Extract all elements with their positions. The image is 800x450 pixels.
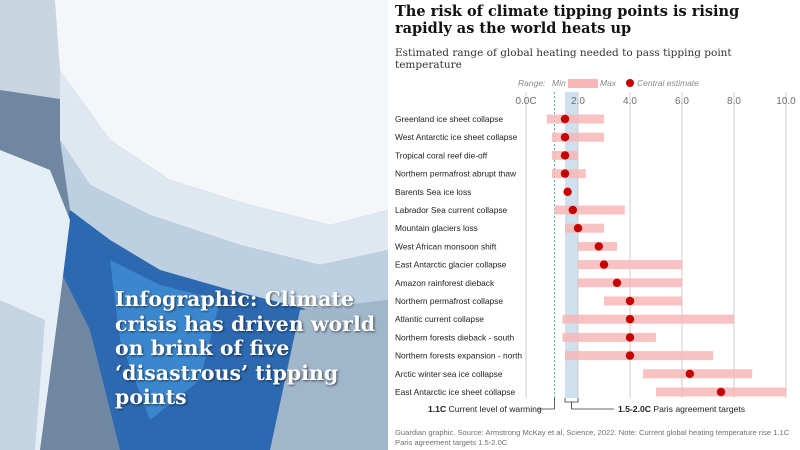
central-estimate-dot (716, 387, 726, 397)
row-label: Northern permafrost abrupt thaw (395, 169, 517, 179)
range-bar (562, 314, 734, 324)
headline: Infographic: Climate crisis has driven w… (115, 287, 376, 409)
current-warming-value: 1.1C (428, 404, 446, 414)
row-label: Amazon rainforest dieback (395, 278, 495, 288)
central-estimate-dot (612, 278, 622, 287)
central-estimate-dot (625, 351, 635, 360)
range-bar (565, 351, 714, 361)
central-estimate-dot (685, 369, 694, 378)
range-bar (604, 296, 682, 306)
row-label: Mountain glaciers loss (395, 223, 478, 233)
central-estimate-dot (573, 224, 583, 233)
legend-central-label: Central estimate (637, 78, 699, 88)
row-label: Greenland ice sheet collapse (395, 114, 503, 124)
x-tick-label: 2.0 (571, 96, 585, 107)
paris-bracket (564, 398, 579, 403)
x-tick-label: 6.0 (675, 96, 689, 107)
chart-subtitle: Estimated range of global heating needed… (395, 47, 732, 71)
range-bar (554, 205, 625, 215)
central-estimate-dot (560, 169, 570, 178)
row-label: East Antarctic glacier collapse (395, 260, 507, 270)
x-tick-label: 4.0 (623, 96, 637, 107)
iceberg-image (0, 0, 388, 450)
tipping-points-chart: 0.0C 2.0 4.0 6.0 8.0 10.0 Range: Min Max Central … (395, 78, 796, 414)
row-label: Atlantic current collapse (395, 314, 484, 324)
range-bar (552, 132, 604, 142)
central-estimate-dot (568, 205, 577, 215)
row-label: Northern forests dieback - south (395, 332, 515, 342)
range-bar (578, 260, 682, 270)
chart-title: The risk of climate tipping points is ri… (395, 3, 740, 37)
row-label: East Antarctic ice sheet collapse (395, 387, 515, 397)
x-tick-label: 0.0C (515, 96, 536, 107)
current-warming-text: Current level of warming (446, 404, 542, 414)
central-estimate-dot (560, 133, 570, 142)
iceberg-photo: Infographic: Climate crisis has driven w… (0, 0, 388, 450)
central-estimate-dot (560, 151, 570, 160)
range-bar (562, 332, 656, 342)
row-label: Barents Sea ice loss (395, 187, 471, 197)
central-estimate-dot (625, 333, 635, 342)
row-label: Arctic winter sea ice collapse (395, 369, 503, 379)
legend-min-label: Min (552, 78, 566, 88)
legend-max-label: Max (600, 78, 617, 88)
legend-range-label: Range: (518, 78, 546, 88)
range-bar (643, 369, 753, 379)
paris-annotation: 1.5-2.0C Paris agreement targets (618, 404, 745, 414)
central-estimate-dot (625, 315, 635, 324)
range-bar (578, 278, 682, 288)
central-estimate-dot (599, 260, 609, 269)
chart-panel: 0.0C 2.0 4.0 6.0 8.0 10.0 Range: Min Max Central … (388, 0, 800, 450)
range-bar (565, 223, 604, 233)
row-label: Labrador Sea current collapse (395, 205, 508, 215)
central-estimate-dot (594, 242, 603, 251)
x-tick-label: 10.0 (776, 96, 796, 107)
current-warming-annotation: 1.1C Current level of warming (428, 404, 542, 414)
central-estimate-dot (625, 296, 635, 306)
legend-central-dot (626, 79, 634, 87)
legend-range-swatch (568, 79, 598, 88)
paris-text: Paris agreement targets (651, 404, 745, 414)
row-label: Tropical coral reef die-off (395, 150, 488, 160)
row-label: West African monsoon shift (395, 241, 497, 251)
x-tick-label: 8.0 (727, 96, 741, 107)
central-estimate-dot (560, 114, 570, 124)
central-estimate-dot (563, 187, 572, 196)
row-label: West Antarctic ice sheet collapse (395, 132, 518, 142)
range-bar (546, 114, 604, 124)
chart-footnote: Guardian graphic. Source: Armstrong McKa… (395, 428, 790, 447)
paris-value: 1.5-2.0C (618, 404, 651, 414)
row-label: Northern forests expansion - north (395, 351, 522, 361)
row-label: Northern permafrost collapse (395, 296, 503, 306)
